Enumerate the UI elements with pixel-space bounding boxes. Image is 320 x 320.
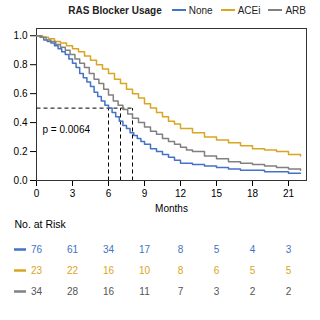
svg-text:6: 6 [106, 188, 112, 199]
svg-text:3: 3 [70, 188, 76, 199]
svg-text:28: 28 [67, 286, 79, 297]
svg-text:10: 10 [139, 265, 151, 276]
svg-text:0.0: 0.0 [14, 175, 28, 186]
svg-text:3: 3 [214, 286, 220, 297]
svg-text:4: 4 [250, 244, 256, 255]
svg-text:2: 2 [286, 286, 292, 297]
svg-text:p = 0.0064: p = 0.0064 [43, 124, 91, 135]
svg-text:16: 16 [103, 286, 115, 297]
svg-text:8: 8 [178, 265, 184, 276]
html-text:RAS Blocker Usage: RAS Blocker Usage [68, 4, 162, 16]
svg-text:2: 2 [250, 286, 256, 297]
svg-text:5: 5 [286, 265, 292, 276]
svg-text:23: 23 [31, 265, 43, 276]
svg-text:17: 17 [139, 244, 151, 255]
svg-text:21: 21 [283, 188, 295, 199]
html-text:None: None [188, 4, 213, 16]
html-text:ACEi: ACEi [237, 4, 261, 16]
svg-text:5: 5 [250, 265, 256, 276]
svg-text:76: 76 [31, 244, 43, 255]
svg-text:11: 11 [139, 286, 150, 297]
svg-text:61: 61 [67, 244, 79, 255]
svg-text:0.4: 0.4 [14, 117, 28, 128]
svg-text:18: 18 [247, 188, 259, 199]
svg-text:22: 22 [67, 265, 79, 276]
svg-text:0: 0 [34, 188, 40, 199]
html-text:ARB: ARB [285, 4, 306, 16]
svg-text:15: 15 [211, 188, 223, 199]
svg-text:8: 8 [178, 244, 184, 255]
svg-text:16: 16 [103, 265, 115, 276]
svg-text:Months: Months [155, 203, 188, 214]
svg-text:1.0: 1.0 [14, 30, 28, 41]
svg-text:12: 12 [175, 188, 187, 199]
svg-text:0.8: 0.8 [14, 59, 28, 70]
svg-text:34: 34 [103, 244, 115, 255]
svg-text:No. at Risk: No. at Risk [15, 218, 67, 230]
svg-text:34: 34 [31, 286, 43, 297]
svg-text:0.6: 0.6 [14, 88, 28, 99]
svg-text:5: 5 [214, 244, 220, 255]
svg-text:9: 9 [142, 188, 148, 199]
svg-text:6: 6 [214, 265, 220, 276]
svg-text:3: 3 [286, 244, 292, 255]
svg-text:0.2: 0.2 [14, 146, 28, 157]
svg-text:7: 7 [178, 286, 184, 297]
